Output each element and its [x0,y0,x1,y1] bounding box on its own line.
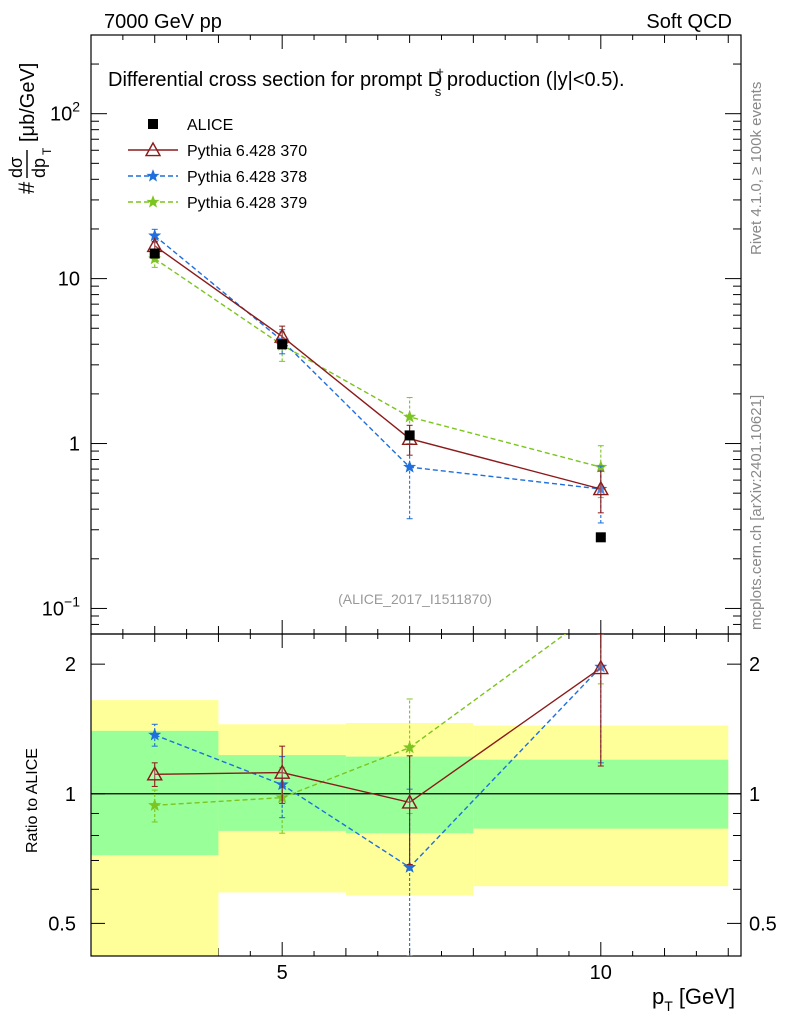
plot-title-suffix: production (|y|<0.5). [441,69,624,91]
ylabel-numerator: dσ [6,157,26,178]
triangle-marker [592,659,609,675]
triangle-marker [273,764,291,779]
category-label: Soft QCD [646,11,732,33]
x-tick-label: 10 [590,962,612,984]
ylabel-hash: # [14,181,39,194]
ratio-series-line [154,666,602,869]
series-line [154,235,601,490]
ratio-series-line [154,667,602,804]
star-marker [146,195,160,208]
legend-label: Pythia 6.428 370 [187,143,307,160]
series-line [154,258,601,468]
series-alice-data [149,248,606,543]
x-axis-label: pT [GeV] [652,984,735,1014]
ratio-frame [90,633,742,957]
y-tick-label-exponent: −1 [64,593,80,609]
analysis-id: (ALICE_2017_I1511870) [338,591,492,607]
ratio-tick-label-left: 0.5 [48,913,76,935]
y-tick-label: 1 [69,434,80,456]
mcplots-label: mcplots.cern.ch [arXiv:2401.10621] [748,395,765,630]
energy-label: 7000 GeV pp [104,11,222,33]
plot-title-sub: s [435,84,442,99]
series-pythia-6-428-378 [148,228,608,524]
ratio-ylabel: Ratio to ALICE [24,748,41,853]
ratio-tick-label-left: 2 [65,654,76,676]
rivet-label: Rivet 4.1.0, ≥ 100k events [748,82,765,255]
y-tick-label-base: 10 [50,104,72,126]
x-axis-label-unit: [GeV] [679,984,735,1009]
ratio-tick-label-left: 1 [65,784,76,806]
ylabel-denominator-sub: T [40,147,54,155]
legend-label: Pythia 6.428 378 [187,169,307,186]
y-tick-label-base: 10 [58,269,80,291]
legend-label: ALICE [187,117,233,134]
main-ylabel: # dσ dp T [μb/GeV] [6,63,54,194]
ylabel-unit: [μb/GeV] [17,63,39,142]
triangle-marker [401,793,418,809]
plot-title-prefix: Differential cross section for prompt D [108,69,442,91]
square-marker [404,430,415,441]
ratio-tick-label-right: 2 [749,654,760,676]
star-marker [146,169,160,182]
ratio-series-line [154,634,567,806]
triangle-marker [144,141,162,157]
star-marker [403,410,417,423]
star-marker [148,798,162,811]
x-tick-label: 5 [277,962,288,984]
triangle-marker [146,765,163,781]
star-marker [148,728,162,741]
star-marker [403,740,417,754]
square-marker [148,119,158,129]
y-tick-label: 102 [50,99,80,126]
star-marker [403,460,417,473]
legend-entry-pythia-6-428-378: Pythia 6.428 378 [128,169,307,186]
square-marker [595,532,606,543]
y-tick-label-exponent: 2 [72,99,80,115]
ratio-uncertainty-bands [91,700,729,956]
legend: ALICE Pythia 6.428 370 Pythia 6.428 378 Pyt… [128,117,307,212]
plot-title-sup: + [436,64,444,79]
legend-entry-pythia-6-428-370: Pythia 6.428 370 [128,141,307,160]
legend-entry-alice: ALICE [148,117,233,134]
stat-uncertainty-band [91,730,219,856]
ratio-series-pythia-6-428-370 [146,634,609,866]
series-pythia-6-428-370 [146,237,609,514]
ratio-y-ticks: 0.5 0.5 1 1 2 2 [48,654,777,935]
y-tick-label: 10−1 [42,593,80,620]
square-marker [277,339,288,350]
star-marker [403,860,417,873]
legend-label: Pythia 6.428 379 [187,195,307,212]
plot-title: Differential cross section for prompt D+… [108,64,625,99]
y-tick-label-base: 1 [69,434,80,456]
ratio-tick-label-right: 0.5 [749,913,777,935]
series-line [154,245,601,490]
ratio-tick-label-right: 1 [749,784,760,806]
square-marker [149,248,160,259]
y-tick-label-base: 10 [42,598,64,620]
y-tick-label: 10 [58,269,80,291]
legend-entry-pythia-6-428-379: Pythia 6.428 379 [128,195,307,212]
x-axis-label-sub: T [664,998,673,1014]
triangle-marker [592,480,609,496]
ylabel-denominator: dp [29,158,49,178]
x-axis-label-main: p [652,984,664,1009]
ratio-plot-panel: 0.5 0.5 1 1 2 2 [48,633,777,957]
